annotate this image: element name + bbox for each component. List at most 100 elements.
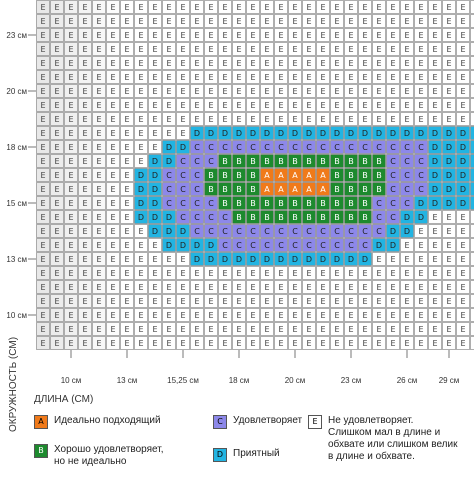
heatmap-cell-label: E: [250, 45, 255, 54]
heatmap-cell-d: [176, 140, 190, 154]
heatmap-cell-e: [190, 98, 204, 112]
heatmap-cell-label: E: [292, 269, 297, 278]
heatmap-cell-e: [106, 140, 120, 154]
heatmap-cell-label: B: [306, 213, 312, 222]
heatmap-cell-e: [36, 42, 50, 56]
heatmap-cell-label: D: [194, 129, 200, 138]
heatmap-cell-label: E: [54, 311, 59, 320]
heatmap-cell-label: E: [110, 297, 115, 306]
heatmap-cell-e: [358, 98, 372, 112]
heatmap-cell-label: E: [110, 31, 115, 40]
heatmap-cell-label: D: [292, 129, 298, 138]
heatmap-cell-e: [316, 84, 330, 98]
heatmap-cell-label: E: [54, 255, 59, 264]
heatmap-cell-label: E: [376, 311, 381, 320]
heatmap-cell-e: [204, 28, 218, 42]
heatmap-cell-e: [78, 168, 92, 182]
heatmap-cell-label: E: [194, 31, 199, 40]
heatmap-cell-e: [134, 238, 148, 252]
heatmap-cell-e: [120, 14, 134, 28]
heatmap-cell-label: E: [96, 199, 101, 208]
heatmap-cell-label: E: [334, 87, 339, 96]
heatmap-cell-b: [358, 154, 372, 168]
heatmap-cell-e: [120, 56, 134, 70]
y-tick-label: 15 см: [6, 199, 27, 208]
heatmap-cell-label: E: [446, 17, 451, 26]
heatmap-cell-label: E: [138, 227, 143, 236]
heatmap-cell-label: E: [418, 3, 423, 12]
heatmap-cell-e: [120, 84, 134, 98]
heatmap-cell-label: B: [362, 213, 368, 222]
heatmap-cell-e: [78, 56, 92, 70]
heatmap-cell-label: E: [54, 31, 59, 40]
heatmap-cell-e: [64, 112, 78, 126]
heatmap-cell-b: [288, 154, 302, 168]
heatmap-cell-e: [470, 266, 474, 280]
heatmap-cell-e: [316, 42, 330, 56]
heatmap-cell-label: A: [306, 171, 312, 180]
heatmap-cell-label: E: [306, 31, 311, 40]
heatmap-cell-label: E: [334, 325, 339, 334]
heatmap-cell-e: [302, 14, 316, 28]
heatmap-cell-e: [78, 182, 92, 196]
heatmap-cell-label: E: [96, 3, 101, 12]
heatmap-cell-label: E: [432, 59, 437, 68]
heatmap-cell-label: E: [124, 31, 129, 40]
heatmap-cell-label: E: [82, 129, 87, 138]
heatmap-cell-e: [92, 56, 106, 70]
heatmap-cell-b: [344, 182, 358, 196]
heatmap-cell-e: [134, 140, 148, 154]
heatmap-cell-label: E: [96, 269, 101, 278]
heatmap-cell-label: E: [292, 17, 297, 26]
heatmap-cell-c: [358, 140, 372, 154]
heatmap-cell-label: C: [306, 143, 312, 152]
heatmap-cell-d: [148, 224, 162, 238]
heatmap-cell-e: [470, 322, 474, 336]
heatmap-cell-d: [148, 168, 162, 182]
heatmap-cell-label: E: [96, 143, 101, 152]
heatmap-cell-label: E: [152, 311, 157, 320]
heatmap-cell-label: E: [418, 311, 423, 320]
heatmap-cell-label: E: [222, 31, 227, 40]
heatmap-cell-e: [50, 84, 64, 98]
heatmap-cell-label: E: [376, 87, 381, 96]
heatmap-cell-label: E: [82, 171, 87, 180]
heatmap-cell-e: [316, 112, 330, 126]
heatmap-cell-e: [456, 0, 470, 14]
heatmap-cell-label: E: [96, 283, 101, 292]
heatmap-cell-d: [372, 238, 386, 252]
heatmap-cell-label: B: [362, 185, 368, 194]
heatmap-cell-label: E: [446, 311, 451, 320]
heatmap-cell-label: E: [166, 325, 171, 334]
heatmap-cell-e: [470, 42, 474, 56]
heatmap-cell-label: E: [432, 45, 437, 54]
heatmap-cell-c: [344, 238, 358, 252]
heatmap-cell-label: E: [278, 311, 283, 320]
heatmap-cell-label: B: [236, 213, 242, 222]
heatmap-cell-label: E: [138, 115, 143, 124]
heatmap-cell-e: [302, 56, 316, 70]
heatmap-cell-e: [36, 112, 50, 126]
heatmap-cell-label: E: [264, 339, 269, 348]
heatmap-cell-b: [316, 154, 330, 168]
heatmap-cell-label: E: [68, 157, 73, 166]
heatmap-cell-label: E: [68, 17, 73, 26]
heatmap-cell-e: [176, 84, 190, 98]
heatmap-cell-label: D: [460, 171, 466, 180]
heatmap-cell-label: E: [292, 101, 297, 110]
heatmap-cell-label: E: [362, 297, 367, 306]
heatmap-cell-b: [204, 168, 218, 182]
heatmap-cell-e: [92, 42, 106, 56]
heatmap-cell-e: [442, 238, 456, 252]
heatmap-cell-e: [260, 42, 274, 56]
heatmap-cell-label: A: [320, 171, 326, 180]
heatmap-cell-label: E: [362, 339, 367, 348]
heatmap-cell-e: [36, 168, 50, 182]
heatmap-cell-e: [344, 70, 358, 84]
heatmap-cell-c: [400, 196, 414, 210]
heatmap-cell-label: C: [348, 241, 354, 250]
heatmap-cell-label: A: [292, 185, 298, 194]
heatmap-cell-label: E: [110, 339, 115, 348]
heatmap-cell-label: E: [236, 45, 241, 54]
heatmap-cell-e: [442, 0, 456, 14]
